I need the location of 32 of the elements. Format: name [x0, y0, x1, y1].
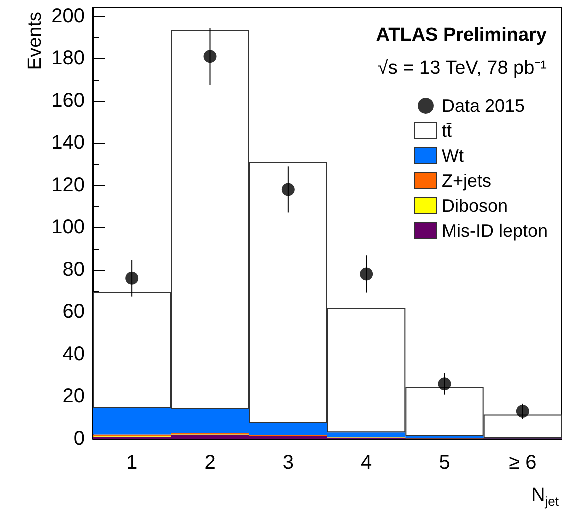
- annotation: √s = 13 TeV, 78 pb⁻¹: [378, 58, 547, 79]
- x-tick-label: ≥ 6: [509, 452, 537, 474]
- x-tick-label: 5: [439, 452, 450, 474]
- y-tick-label: 160: [52, 90, 85, 112]
- annotation: ATLAS Preliminary: [376, 25, 548, 46]
- point: [204, 50, 217, 64]
- legend-label: tt̄: [442, 121, 452, 141]
- y-tick-label: 100: [52, 216, 85, 239]
- y-tick-label: 80: [62, 258, 85, 281]
- point: [438, 378, 452, 391]
- y-axis-title: Events: [25, 12, 46, 70]
- point: [282, 183, 295, 196]
- y-tick-label: 200: [52, 5, 85, 28]
- x-tick-label: 4: [361, 452, 372, 474]
- y-tick-label: 0: [74, 428, 85, 450]
- x-tick-label: 1: [126, 452, 138, 474]
- y-tick-label: 20: [62, 386, 85, 408]
- y-tick-label: 60: [62, 301, 85, 324]
- legend-label: Diboson: [442, 196, 508, 216]
- point: [516, 405, 530, 418]
- y-tick-label: 140: [52, 132, 85, 154]
- legend-label: Mis-ID lepton: [442, 221, 548, 241]
- x-tick-label: 3: [282, 452, 294, 474]
- legend-label: Wt: [442, 146, 464, 166]
- y-tick-label: 40: [62, 343, 85, 366]
- y-tick-label: 120: [52, 174, 85, 196]
- point: [126, 272, 139, 285]
- x-tick-label: 2: [204, 452, 216, 474]
- point: [360, 268, 374, 281]
- y-tick-label: 180: [52, 48, 85, 70]
- legend-label: Z+jets: [442, 171, 492, 191]
- legend-label: Data 2015: [442, 96, 526, 116]
